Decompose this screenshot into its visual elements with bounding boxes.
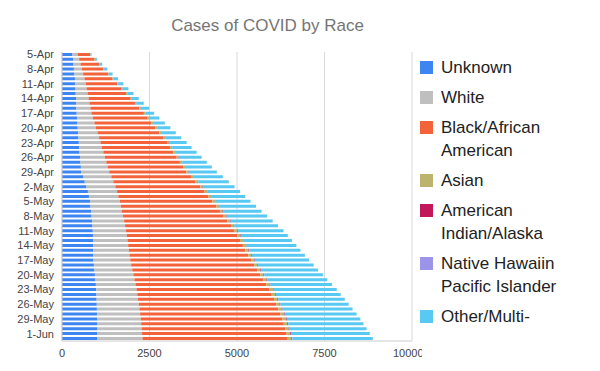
svg-text:20-Apr: 20-Apr	[21, 122, 54, 134]
svg-text:20-May: 20-May	[17, 269, 54, 281]
svg-text:1-Jun: 1-Jun	[26, 328, 54, 340]
html-text:Native Hawaiin Pacific Islande: Native Hawaiin Pacific Islander	[441, 254, 557, 296]
svg-text:17-Apr: 17-Apr	[21, 107, 54, 119]
svg-text:2-May: 2-May	[23, 181, 54, 193]
svg-text:23-May: 23-May	[17, 283, 54, 295]
svg-text:14-Apr: 14-Apr	[21, 92, 54, 104]
svg-text:29-Apr: 29-Apr	[21, 166, 54, 178]
html-text:White: White	[441, 88, 485, 107]
svg-text:8-Apr: 8-Apr	[27, 63, 54, 75]
html-text:American Indian/Alaska: American Indian/Alaska	[441, 201, 544, 243]
svg-text:23-Apr: 23-Apr	[21, 137, 54, 149]
svg-text:14-May: 14-May	[17, 239, 54, 251]
svg-text:2500: 2500	[137, 347, 161, 359]
svg-text:26-May: 26-May	[17, 298, 54, 310]
html-text:Asian: Asian	[441, 171, 484, 190]
html-text:Other/Multi-: Other/Multi-	[441, 307, 530, 326]
svg-text:5-May: 5-May	[23, 195, 54, 207]
svg-text:0: 0	[59, 347, 65, 359]
svg-text:11-Apr: 11-Apr	[22, 78, 55, 90]
html-text:Unknown: Unknown	[441, 58, 512, 77]
svg-text:29-May: 29-May	[17, 313, 54, 325]
svg-text:17-May: 17-May	[17, 254, 54, 266]
html-text:Cases of COVID by Race: Cases of COVID by Race	[171, 16, 364, 35]
svg-text:5-Apr: 5-Apr	[27, 48, 54, 60]
svg-text:10000: 10000	[393, 347, 422, 359]
svg-text:8-May: 8-May	[23, 210, 54, 222]
svg-text:11-May: 11-May	[18, 225, 54, 237]
svg-text:7500: 7500	[312, 347, 336, 359]
html-text:Black/African American: Black/African American	[441, 118, 541, 160]
svg-text:5000: 5000	[225, 347, 249, 359]
svg-text:26-Apr: 26-Apr	[21, 151, 54, 163]
